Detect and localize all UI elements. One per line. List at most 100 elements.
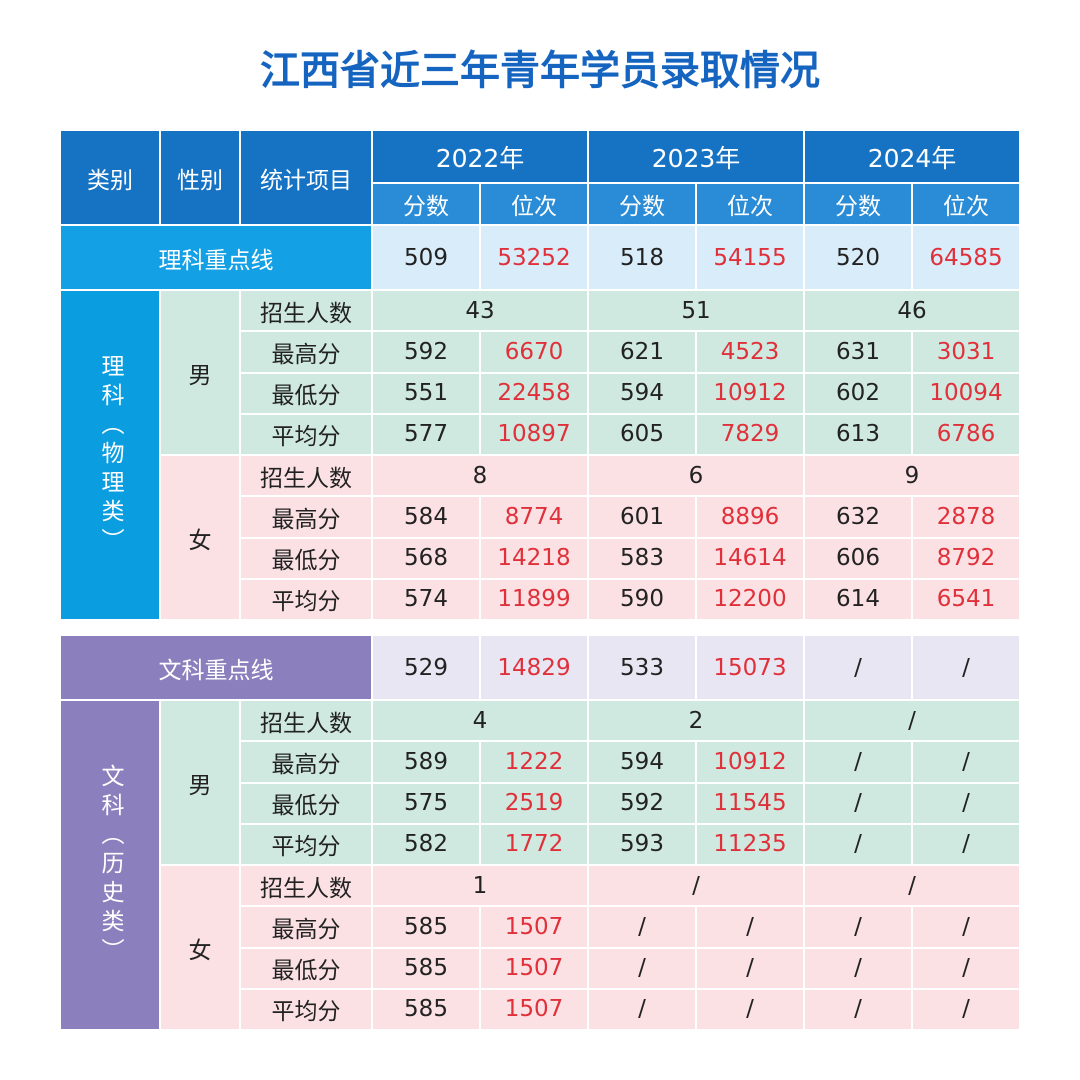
value: / — [589, 948, 695, 988]
value: / — [805, 907, 911, 947]
value: / — [805, 783, 911, 823]
item: 招生人数 — [241, 866, 371, 906]
sub-header: 位次 — [697, 184, 803, 224]
value: / — [805, 701, 1019, 741]
value: / — [913, 742, 1019, 782]
item: 平均分 — [241, 414, 371, 454]
value: 10897 — [481, 414, 587, 454]
value: 621 — [589, 332, 695, 372]
line-value: 520 — [805, 226, 911, 289]
value: / — [913, 948, 1019, 988]
sub-header: 分数 — [805, 184, 911, 224]
value: 8774 — [481, 497, 587, 537]
line-value: 529 — [373, 636, 479, 699]
item: 招生人数 — [241, 701, 371, 741]
value: 568 — [373, 538, 479, 578]
item: 平均分 — [241, 579, 371, 619]
value: 46 — [805, 291, 1019, 331]
value: 3031 — [913, 332, 1019, 372]
line-value: 509 — [373, 226, 479, 289]
value: 594 — [589, 373, 695, 413]
gender: 女 — [161, 866, 239, 1029]
value: 575 — [373, 783, 479, 823]
value: 593 — [589, 824, 695, 864]
value: 7829 — [697, 414, 803, 454]
header-cell: 类别 — [61, 131, 159, 224]
value: / — [697, 948, 803, 988]
value: 1222 — [481, 742, 587, 782]
line-label: 文科重点线 — [61, 636, 371, 699]
value: 2519 — [481, 783, 587, 823]
value: 6670 — [481, 332, 587, 372]
year-header: 2022年 — [373, 131, 587, 182]
value: 11899 — [481, 579, 587, 619]
line-label: 理科重点线 — [61, 226, 371, 289]
line-value: 53252 — [481, 226, 587, 289]
value: 6 — [589, 456, 803, 496]
value: / — [805, 948, 911, 988]
item: 平均分 — [241, 989, 371, 1029]
gender: 女 — [161, 456, 239, 619]
value: 8896 — [697, 497, 803, 537]
value: 592 — [589, 783, 695, 823]
value: / — [589, 866, 803, 906]
value: 1507 — [481, 989, 587, 1029]
value: / — [589, 907, 695, 947]
value: 632 — [805, 497, 911, 537]
value: 22458 — [481, 373, 587, 413]
sub-header: 位次 — [913, 184, 1019, 224]
value: 8 — [373, 456, 587, 496]
value: 10094 — [913, 373, 1019, 413]
value: 6786 — [913, 414, 1019, 454]
item: 最高分 — [241, 497, 371, 537]
item: 最低分 — [241, 538, 371, 578]
value: 11235 — [697, 824, 803, 864]
item: 最高分 — [241, 907, 371, 947]
gender: 男 — [161, 701, 239, 864]
value: 43 — [373, 291, 587, 331]
item: 最低分 — [241, 373, 371, 413]
value: / — [805, 824, 911, 864]
item: 招生人数 — [241, 291, 371, 331]
value: / — [913, 783, 1019, 823]
item: 最低分 — [241, 948, 371, 988]
line-value: 518 — [589, 226, 695, 289]
value: / — [697, 907, 803, 947]
value: 606 — [805, 538, 911, 578]
item: 最高分 — [241, 742, 371, 782]
value: / — [805, 866, 1019, 906]
value: 574 — [373, 579, 479, 619]
gender: 男 — [161, 291, 239, 454]
value: 605 — [589, 414, 695, 454]
line-value: 14829 — [481, 636, 587, 699]
value: 585 — [373, 948, 479, 988]
value: 2 — [589, 701, 803, 741]
value: 1772 — [481, 824, 587, 864]
value: 10912 — [697, 373, 803, 413]
year-header: 2023年 — [589, 131, 803, 182]
value: 9 — [805, 456, 1019, 496]
sub-header: 分数 — [589, 184, 695, 224]
value: 51 — [589, 291, 803, 331]
category: 文科（历史类） — [61, 701, 159, 1029]
value: 14614 — [697, 538, 803, 578]
value: / — [805, 989, 911, 1029]
header-cell: 统计项目 — [241, 131, 371, 224]
title: 江西省近三年青年学员录取情况 — [260, 48, 820, 94]
value: / — [913, 824, 1019, 864]
value: 614 — [805, 579, 911, 619]
value: 6541 — [913, 579, 1019, 619]
value: 10912 — [697, 742, 803, 782]
value: 602 — [805, 373, 911, 413]
value: 4 — [373, 701, 587, 741]
value: / — [697, 989, 803, 1029]
header-cell: 性别 — [161, 131, 239, 224]
value: 592 — [373, 332, 479, 372]
value: / — [805, 742, 911, 782]
value: 1 — [373, 866, 587, 906]
value: / — [913, 989, 1019, 1029]
value: 594 — [589, 742, 695, 782]
value: 589 — [373, 742, 479, 782]
value: 585 — [373, 989, 479, 1029]
category: 理科（物理类） — [61, 291, 159, 619]
